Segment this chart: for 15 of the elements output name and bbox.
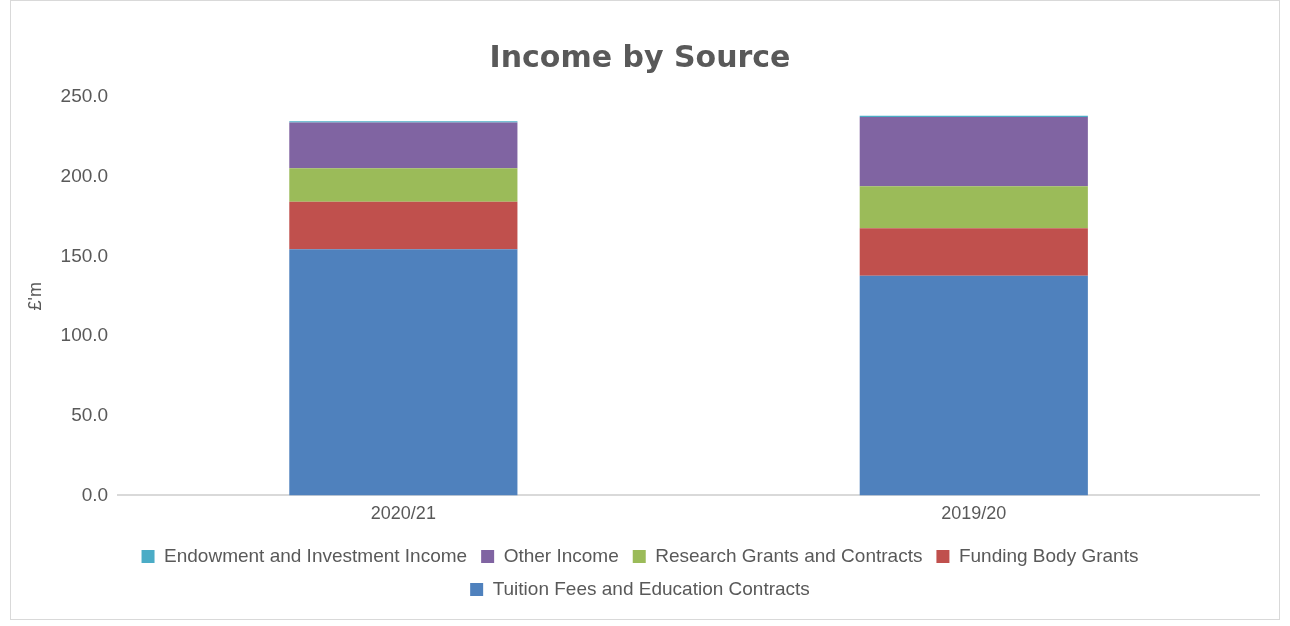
legend-label: Funding Body Grants: [958, 544, 1139, 566]
y-tick-label: 50.0: [71, 403, 109, 425]
legend-label: Endowment and Investment Income: [164, 544, 468, 566]
y-tick-label: 250.0: [60, 85, 109, 107]
legend-label: Research Grants and Contracts: [655, 544, 923, 566]
legend-label: Tuition Fees and Education Contracts: [492, 577, 810, 599]
y-tick-label: 150.0: [60, 244, 109, 266]
y-tick-label: 100.0: [60, 324, 109, 346]
y-tick-label: 0.0: [81, 483, 109, 505]
x-tick-label: 2019/20: [941, 503, 1007, 524]
legend-label: Other Income: [503, 544, 619, 566]
chart-title: Income by Source: [489, 38, 791, 74]
x-tick-label: 2020/21: [370, 503, 436, 524]
y-tick-label: 200.0: [60, 164, 109, 186]
y-axis-title: £'m: [24, 281, 45, 311]
